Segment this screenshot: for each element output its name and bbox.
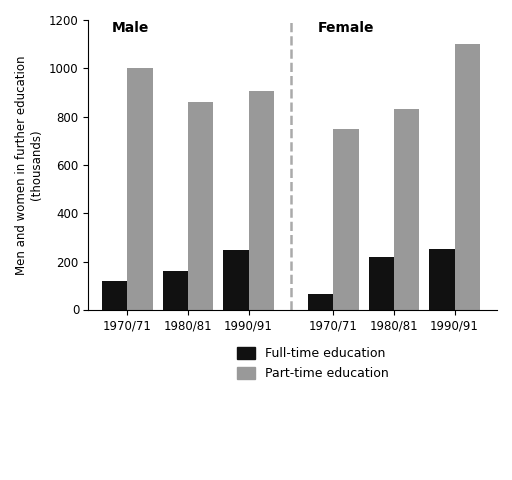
- Legend: Full-time education, Part-time education: Full-time education, Part-time education: [232, 342, 394, 385]
- Bar: [188, 102, 214, 310]
- Bar: [162, 272, 188, 310]
- Text: Female: Female: [317, 21, 374, 35]
- Text: Male: Male: [112, 21, 149, 35]
- Y-axis label: Men and women in further education
(thousands): Men and women in further education (thou…: [15, 55, 43, 275]
- Bar: [429, 249, 455, 310]
- Bar: [369, 257, 394, 310]
- Bar: [333, 129, 359, 310]
- Bar: [249, 91, 274, 310]
- Text: 0: 0: [73, 304, 80, 317]
- Bar: [394, 109, 419, 310]
- Bar: [455, 44, 480, 310]
- Bar: [223, 250, 249, 310]
- Bar: [308, 294, 333, 310]
- Bar: [102, 281, 127, 310]
- Bar: [127, 68, 153, 310]
